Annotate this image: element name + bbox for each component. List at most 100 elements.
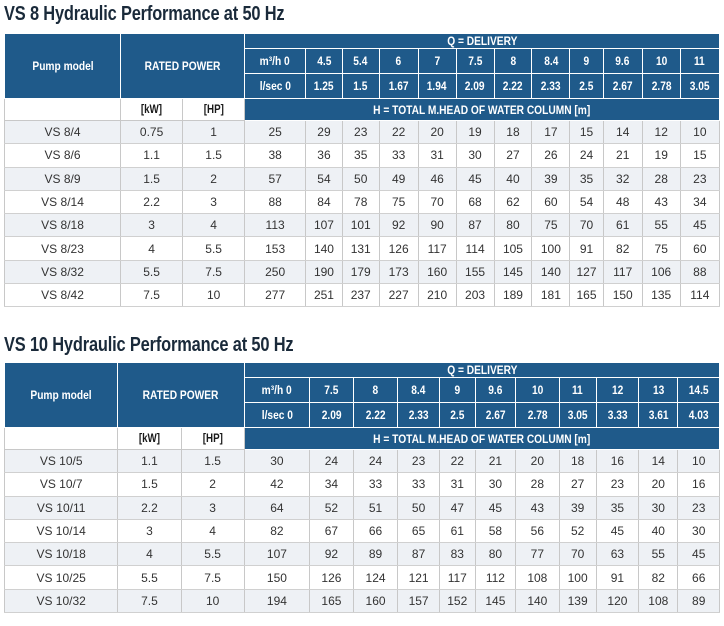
head-value-cell: 140	[305, 236, 343, 261]
head-value-cell: 45	[455, 167, 495, 191]
kw-cell: 3	[117, 519, 182, 544]
head-value-cell: 203	[455, 283, 495, 308]
head-value-cell: 40	[493, 167, 533, 191]
head-value-cell: 277	[244, 283, 307, 308]
head-value-cell: 84	[305, 190, 343, 215]
head-value-cell: 189	[493, 283, 533, 308]
head-value-cell: 14	[602, 120, 643, 145]
head-value-cell: 126	[309, 565, 354, 590]
pump-model-cell: VS 8/18	[3, 213, 122, 238]
m3h-value-text: 8.4	[543, 54, 558, 68]
pump-model-cell: VS 8/14	[3, 190, 122, 215]
head-value-cell: 38	[244, 143, 307, 168]
m3h-value: 9.6	[602, 48, 643, 74]
kw-unit-text: [kW]	[138, 432, 161, 445]
head-value-cell: 83	[438, 542, 476, 567]
header-row-ls: l/sec 0 2.09 2.22 2.33 2.5 2.67 2.78 3.05 3.33 3.…	[5, 402, 720, 428]
ls-value: 3.05	[558, 402, 597, 428]
head-value-cell: 140	[515, 589, 560, 614]
ls-label-text: l/sec 0	[261, 408, 293, 422]
ls-value-text: 2.33	[408, 408, 429, 422]
m3h-value: 14.5	[677, 377, 720, 403]
delivery-header: Q = DELIVERY	[244, 33, 720, 49]
head-value-cell: 82	[243, 519, 311, 544]
head-value-cell: 54	[569, 190, 604, 215]
head-value-cell: 124	[352, 565, 399, 590]
head-value-cell: 70	[417, 190, 457, 215]
head-value-cell: 55	[638, 542, 679, 567]
hp-cell: 5.5	[180, 542, 245, 567]
head-value-cell: 15	[679, 143, 721, 168]
head-value-cell: 26	[531, 143, 571, 168]
m3h-value-text: 14.5	[688, 383, 709, 397]
head-value-cell: 127	[569, 260, 604, 285]
head-value-cell: 61	[438, 519, 476, 544]
head-value-cell: 150	[243, 565, 311, 590]
head-value-cell: 48	[602, 190, 643, 215]
head-value-cell: 35	[595, 496, 640, 520]
ls-value-text: 3.61	[648, 408, 669, 422]
ls-value: 3.61	[638, 402, 679, 428]
pump-model-cell: VS 10/25	[3, 565, 119, 590]
pump-model-cell: VS 10/11	[3, 496, 119, 520]
ls-value: 2.33	[397, 402, 440, 428]
table-row: VS 8/4 0.75 1 25 29 23 22 20 19 18 17 15 14 12 10	[3, 120, 721, 145]
head-value-cell: 107	[305, 213, 343, 238]
m3h-label: m³/h 0	[243, 377, 311, 403]
head-value-cell: 16	[677, 472, 720, 497]
head-value-cell: 113	[244, 213, 307, 238]
head-value-cell: 54	[305, 167, 343, 191]
head-value-cell: 107	[243, 542, 311, 567]
head-value-cell: 92	[378, 213, 419, 238]
header-row-1: Pump model RATED POWER Q = DELIVERY	[3, 362, 721, 428]
head-value-cell: 17	[531, 120, 571, 145]
m3h-value-text: 8	[510, 54, 516, 68]
rated-power-header: RATED POWER	[117, 362, 245, 428]
header-row-units: [kW] [HP] H = TOTAL M.HEAD OF WATER COLUMN…	[3, 98, 720, 121]
head-value-cell: 117	[602, 260, 643, 285]
head-value-cell: 88	[244, 190, 307, 215]
head-value-cell: 139	[558, 589, 597, 614]
head-value-cell: 60	[531, 190, 571, 215]
head-value-cell: 91	[595, 565, 640, 590]
head-value-cell: 75	[531, 213, 571, 238]
head-value-cell: 60	[679, 236, 721, 261]
kw-cell: 7.5	[117, 589, 182, 614]
hp-cell: 4	[182, 213, 246, 238]
m3h-value: 5.4	[341, 48, 380, 74]
head-value-cell: 87	[455, 213, 495, 238]
pump-model-cell: VS 8/32	[3, 260, 122, 285]
head-value-cell: 82	[638, 565, 679, 590]
head-value-cell: 45	[677, 542, 720, 567]
head-value-cell: 145	[493, 260, 533, 285]
m3h-value: 4.5	[305, 48, 343, 74]
blank-cell	[3, 98, 122, 121]
header-row-ls: l/sec 0 1.25 1.5 1.67 1.94 2.09 2.22 2.33 2.5 2.6…	[5, 73, 721, 99]
table-row: VS 8/9 1.5 2 57 54 50 49 46 45 40 39 35 32 28 23	[3, 167, 721, 191]
pump-model-cell: VS 8/23	[3, 236, 122, 261]
head-value-cell: 14	[638, 449, 679, 474]
head-value-cell: 33	[352, 472, 399, 497]
head-value-cell: 114	[679, 283, 721, 308]
head-value-cell: 157	[397, 589, 440, 614]
pump-model-cell: VS 10/7	[3, 472, 119, 497]
hp-unit: [HP]	[180, 427, 245, 450]
head-value-cell: 12	[641, 120, 681, 145]
ls-value-text: 2.5	[579, 79, 594, 93]
ls-value: 1.94	[417, 73, 457, 99]
head-value-cell: 50	[397, 496, 440, 520]
pump-model-header-text: Pump model	[30, 388, 92, 402]
head-value-cell: 23	[397, 449, 440, 474]
head-value-cell: 30	[677, 519, 720, 544]
head-value-cell: 194	[243, 589, 311, 614]
rated-power-header-text: RATED POWER	[143, 388, 219, 402]
head-value-cell: 237	[341, 283, 380, 308]
head-value-cell: 23	[679, 167, 721, 191]
m3h-value: 11	[679, 48, 721, 74]
head-value-cell: 179	[341, 260, 380, 285]
table-row: VS 8/32 5.5 7.5 250 190 179 173 160 155 145 140 127…	[3, 260, 721, 285]
head-value-cell: 35	[341, 143, 380, 168]
m3h-value-text: 9	[454, 383, 461, 397]
delivery-header-text: Q = DELIVERY	[446, 363, 517, 377]
ls-value: 2.22	[493, 73, 533, 99]
